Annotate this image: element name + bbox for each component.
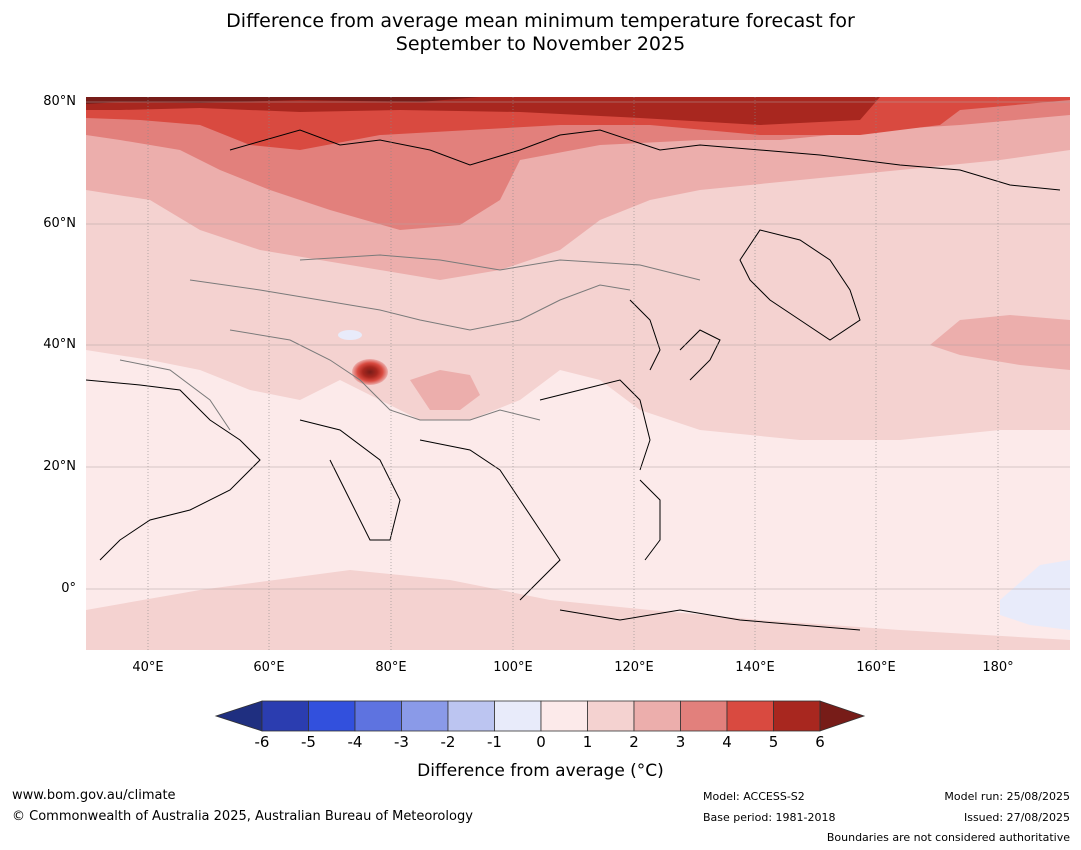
title-line-1: Difference from average mean minimum tem…: [226, 10, 855, 32]
colorbar-swatch: [401, 700, 449, 732]
lat-label-60n: 60°N: [43, 216, 76, 231]
anomaly-hotspot-karakoram: [352, 359, 388, 385]
anomaly-band-2-3-east: [930, 315, 1070, 370]
colorbar-swatch: [308, 700, 356, 732]
colorbar-swatch: [354, 700, 402, 732]
lon-label-60e: 60°E: [253, 660, 285, 675]
lon-label-40e: 40°E: [132, 660, 164, 675]
colorbar-tick-label: 2: [629, 733, 639, 751]
anomaly-band-5-6: [86, 97, 880, 125]
colorbar-tick-label: 4: [722, 733, 732, 751]
lon-label-180: 180°: [982, 660, 1014, 675]
colorbar-tick-label: -1: [487, 733, 502, 751]
colorbar-swatch: [587, 700, 635, 732]
lat-label-20n: 20°N: [43, 459, 76, 474]
colorbar-tick-label: 3: [675, 733, 686, 751]
lon-label-120e: 120°E: [614, 660, 654, 675]
footer-copyright: © Commonwealth of Australia 2025, Austra…: [12, 809, 473, 824]
colorbar-tick-label: 0: [536, 733, 546, 751]
anomaly-band-2-3-tibet: [410, 370, 480, 410]
colorbar-swatch: [726, 700, 774, 732]
lon-label-80e: 80°E: [375, 660, 407, 675]
footer-disclaimer: Boundaries are not considered authoritat…: [826, 831, 1070, 844]
colorbar-tick-label: 5: [768, 733, 779, 751]
footer-website: www.bom.gov.au/climate: [12, 788, 176, 803]
anomaly-band-negative-tarim: [338, 330, 362, 340]
colorbar-tick-label: -2: [440, 733, 456, 751]
anomaly-band-1-2-south: [86, 570, 1070, 650]
footer-model: Model: ACCESS-S2: [703, 790, 805, 803]
colorbar-tick-label: -3: [394, 733, 409, 751]
lon-label-140e: 140°E: [735, 660, 775, 675]
lat-label-80n: 80°N: [43, 94, 76, 109]
colorbar-swatch: [680, 700, 728, 732]
colorbar-tick-label: -4: [347, 733, 363, 751]
colorbar-swatch: [447, 700, 495, 732]
colorbar-extend-low: [214, 700, 263, 732]
meridian-lines: [147, 97, 999, 650]
lon-label-160e: 160°E: [856, 660, 896, 675]
colorbar-label: Difference from average (°C): [417, 761, 664, 781]
map-title: Difference from average mean minimum tem…: [0, 10, 1081, 56]
colorbar-swatch: [540, 700, 588, 732]
lat-label-40n: 40°N: [43, 337, 76, 352]
footer-issued: Issued: 27/08/2025: [963, 811, 1070, 824]
anomaly-band-negative-pacific: [1000, 560, 1070, 630]
colorbar-tick-label: 6: [815, 733, 825, 751]
parallel-lines: [86, 101, 1070, 590]
colorbar-tick-label: 1: [582, 733, 593, 751]
lon-label-100e: 100°E: [493, 660, 533, 675]
footer-model-run: Model run: 25/08/2025: [944, 790, 1070, 803]
title-line-2: September to November 2025: [395, 33, 686, 55]
colorbar-swatch: [494, 700, 542, 732]
colorbar-swatch: [633, 700, 681, 732]
map-canvas: [86, 97, 1070, 650]
colorbar-swatch: [261, 700, 309, 732]
colorbar-tick-label: -5: [301, 733, 316, 751]
colorbar-extend-high: [819, 700, 866, 732]
footer-base-period: Base period: 1981-2018: [703, 811, 836, 824]
colorbar-swatch: [773, 700, 821, 732]
country-borders: [119, 254, 701, 431]
colorbar-tick-label: -6: [254, 733, 270, 751]
lat-label-0: 0°: [61, 581, 76, 596]
colorbar: [214, 700, 866, 732]
coastlines: [86, 129, 1061, 631]
